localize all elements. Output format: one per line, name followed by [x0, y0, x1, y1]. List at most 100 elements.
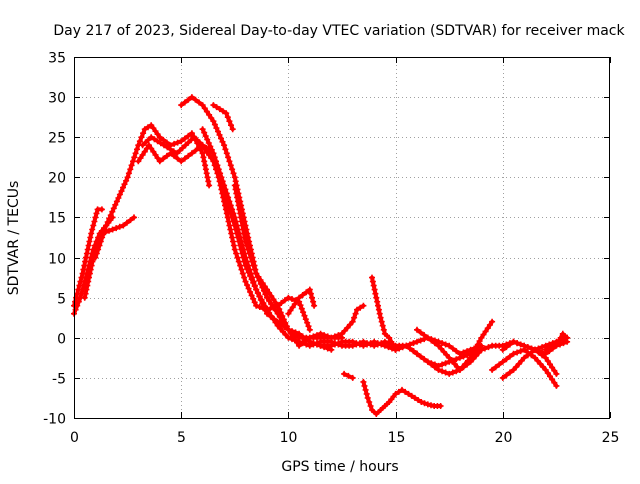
- data-point-arc-10-5-1: [287, 330, 294, 336]
- data-point-arc-15-end: [349, 374, 356, 381]
- data-point-arc-8-2-2: [226, 118, 233, 125]
- data-point-arc-12-9-2: [410, 348, 417, 355]
- data-point-arc-10-4-2: [277, 309, 284, 316]
- data-point-arc-9-1-7: [219, 178, 226, 185]
- data-point-arc-9-5-3: [258, 296, 265, 303]
- tick-layer: [74, 57, 611, 419]
- data-point-arc-5-14-1: [289, 296, 295, 302]
- data-point-arc-3-3-1: [113, 225, 120, 232]
- data-point-arc-5-13-1: [278, 300, 285, 306]
- data-point-arc-2-1-4: [83, 254, 89, 261]
- data-point-arc-14-2-1: [402, 388, 409, 395]
- data-point-arc-5-10-2: [245, 285, 252, 292]
- data-point-arc-5-8-9: [229, 234, 236, 241]
- data-point-arc-22-1-1: [552, 340, 559, 347]
- data-point-arc-10-1-0: [242, 238, 249, 245]
- data-point-arc-20-0-0: [499, 374, 506, 381]
- data-point-arc-20-0-2: [506, 369, 513, 376]
- data-point-arc-7-3-0: [210, 118, 217, 125]
- data-point-arc-7-4-3: [225, 154, 232, 161]
- data-point-arc-10-2-0: [253, 270, 260, 277]
- data-point-arc-9-3-1: [232, 218, 239, 225]
- label-layer: 0 5 10 15 20 25 -10 -5 0 5 10 15 20 25 30 35: [43, 51, 619, 447]
- data-point-arc-7-8-4: [272, 307, 279, 314]
- data-point-arc-4-1-6: [112, 201, 119, 208]
- data-point-arc-10-3-2: [268, 293, 275, 300]
- data-point-arc-9-0-2: [202, 133, 209, 140]
- data-point-arc-12-12-0: [435, 362, 442, 369]
- data-point-arc-8-1-1: [220, 108, 226, 115]
- data-point-arc-12-16-2: [485, 344, 492, 351]
- data-point-arc-12-13-2: [453, 356, 460, 363]
- data-point-arc-5-5-2: [196, 144, 203, 151]
- data-point-arc-8-0-0: [210, 102, 217, 109]
- series-arc-13: [360, 378, 393, 417]
- data-point-arc-10-1-4: [247, 254, 254, 261]
- data-point-arc-12-0-0: [306, 338, 313, 345]
- data-point-arc-16-2-3: [380, 326, 387, 333]
- data-point-arc-5-5-0: [188, 150, 195, 157]
- data-point-arc-7-3-3: [215, 128, 221, 135]
- series-arc-2: [71, 206, 105, 309]
- data-point-arc-14-5-0: [418, 399, 425, 405]
- data-point-arc-15-0-0: [341, 370, 348, 377]
- data-point-arc-9-5-0: [253, 286, 260, 293]
- data-point-arc-5-9-7: [241, 274, 248, 281]
- data-point-arc-7-5-0: [231, 174, 238, 181]
- data-point-arc-20-1-2: [515, 360, 522, 367]
- data-point-arc-5-10-3: [247, 288, 254, 295]
- data-point-arc-10-12-0: [354, 306, 360, 313]
- data-point-arc-22-0-1: [545, 344, 552, 351]
- data-point-arc-12-21-2: [539, 344, 546, 351]
- data-point-arc-9-6-1: [266, 309, 273, 316]
- data-point-arc-14-4-0: [411, 394, 418, 401]
- data-point-arc-5-0-2: [139, 151, 146, 158]
- data-point-arc-16-0-4: [372, 290, 379, 297]
- data-point-arc-7-0-1: [181, 99, 188, 106]
- data-point-arc-10-8-2: [324, 333, 331, 340]
- y-tick-label-7: 25: [48, 131, 66, 147]
- data-point-arc-11-0-2: [289, 304, 296, 311]
- data-point-arc-22-3-0: [559, 330, 566, 337]
- data-point-arc-2-2-0: [88, 230, 95, 237]
- data-point-arc-10-2-2: [257, 277, 264, 283]
- data-point-arc-9-4-7: [251, 282, 258, 289]
- data-point-arc-18-6-0: [478, 334, 485, 341]
- data-point-arc-9-22-2: [442, 369, 449, 376]
- data-point-arc-5-9-3: [235, 258, 242, 265]
- data-point-arc-6-2-3: [170, 148, 177, 155]
- data-point-arc-5-15-3: [300, 309, 307, 316]
- y-tick-label-1: -5: [52, 372, 66, 388]
- data-point-arc-4-0-7: [101, 226, 108, 233]
- data-point-arc-12-2-1: [331, 341, 338, 348]
- data-point-arc-14-3-0: [405, 390, 412, 397]
- data-point-arc-20-2-1: [524, 352, 531, 359]
- data-point-arc-12-10-1: [417, 353, 424, 360]
- data-point-arc-5-8-7: [227, 226, 234, 233]
- data-point-arc-8-end: [229, 126, 236, 133]
- data-point-arc-4-5-0: [141, 126, 148, 133]
- data-point-arc-5-end: [306, 326, 313, 333]
- data-point-arc-5-5-1: [192, 147, 199, 154]
- data-point-arc-22-0-0: [542, 346, 549, 353]
- y-tick-label-6: 20: [48, 171, 66, 187]
- data-point-arc-7-1-0: [188, 94, 195, 101]
- data-point-arc-19-2-0: [510, 350, 517, 357]
- data-point-arc-9-23-1: [449, 369, 456, 376]
- data-point-arc-9-5-4: [260, 300, 267, 306]
- data-point-arc-18-6-1: [480, 331, 487, 338]
- data-point-arc-20-0-1: [503, 372, 510, 379]
- data-point-arc-7-2-4: [208, 115, 215, 121]
- data-point-arc-17-1-1: [406, 341, 413, 348]
- data-point-arc-4-2-1: [115, 195, 122, 201]
- x-tick-label-4: 20: [495, 430, 513, 446]
- data-point-arc-5-2-0: [156, 158, 163, 165]
- data-point-arc-17-5-2: [453, 348, 460, 355]
- data-point-arc-16-1-3: [375, 306, 382, 313]
- data-point-arc-10-3-0: [264, 286, 270, 293]
- data-point-arc-5-9-4: [237, 262, 244, 269]
- data-point-arc-13-3-0: [373, 411, 380, 417]
- data-point-arc-14-1-1: [395, 388, 402, 395]
- data-point-arc-7-2-0: [199, 102, 206, 109]
